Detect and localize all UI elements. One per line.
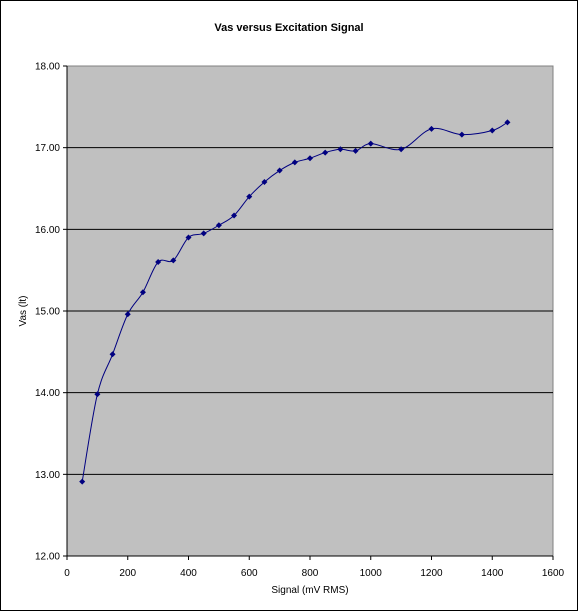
data-point bbox=[352, 147, 359, 154]
data-point bbox=[124, 311, 131, 318]
x-tick-label: 1000 bbox=[360, 568, 383, 579]
y-tick-label: 18.00 bbox=[35, 62, 60, 73]
data-point bbox=[155, 259, 162, 265]
x-tick-label: 200 bbox=[119, 568, 136, 579]
data-point bbox=[337, 146, 344, 153]
data-point bbox=[139, 289, 146, 296]
data-point bbox=[231, 212, 238, 219]
data-point bbox=[246, 193, 253, 200]
data-point bbox=[291, 159, 298, 166]
x-tick-label: 400 bbox=[180, 568, 197, 579]
y-tick-label: 14.00 bbox=[35, 388, 60, 399]
x-tick-label: 1400 bbox=[481, 568, 504, 579]
y-tick-label: 16.00 bbox=[35, 225, 60, 236]
data-point bbox=[504, 119, 511, 126]
x-tick-label: 1200 bbox=[420, 568, 443, 579]
data-point bbox=[276, 167, 283, 174]
data-point bbox=[79, 478, 86, 485]
data-point bbox=[200, 230, 207, 237]
data-point bbox=[185, 234, 192, 241]
data-point bbox=[428, 125, 435, 132]
y-axis-ticks: 12.00 13.00 14.00 15.00 16.00 17.00 18.00 bbox=[35, 62, 67, 563]
data-point bbox=[398, 146, 405, 153]
data-point bbox=[367, 140, 374, 147]
data-point bbox=[215, 222, 222, 229]
y-tick-label: 13.00 bbox=[35, 470, 60, 481]
data-point bbox=[94, 391, 101, 398]
data-point bbox=[109, 351, 116, 358]
data-point bbox=[489, 127, 496, 134]
y-axis-title: Vas (lt) bbox=[18, 296, 29, 327]
x-tick-label: 0 bbox=[64, 568, 70, 579]
y-tick-label: 15.00 bbox=[35, 307, 60, 318]
gridlines bbox=[67, 147, 553, 475]
data-point bbox=[458, 131, 465, 138]
y-tick-label: 12.00 bbox=[35, 552, 60, 563]
y-tick-label: 17.00 bbox=[35, 143, 60, 154]
x-tick-label: 800 bbox=[302, 568, 319, 579]
x-tick-label: 1600 bbox=[542, 568, 565, 579]
data-points bbox=[79, 119, 511, 485]
data-point bbox=[307, 155, 313, 162]
data-point bbox=[261, 178, 268, 185]
chart-title: Vas versus Excitation Signal bbox=[214, 22, 363, 34]
x-tick-label: 600 bbox=[241, 568, 258, 579]
data-point bbox=[170, 257, 177, 264]
x-axis-ticks: 0 200 400 600 800 1000 1200 1400 1600 bbox=[64, 556, 565, 579]
data-point bbox=[322, 149, 329, 156]
x-axis-title: Signal (mV RMS) bbox=[271, 585, 348, 596]
